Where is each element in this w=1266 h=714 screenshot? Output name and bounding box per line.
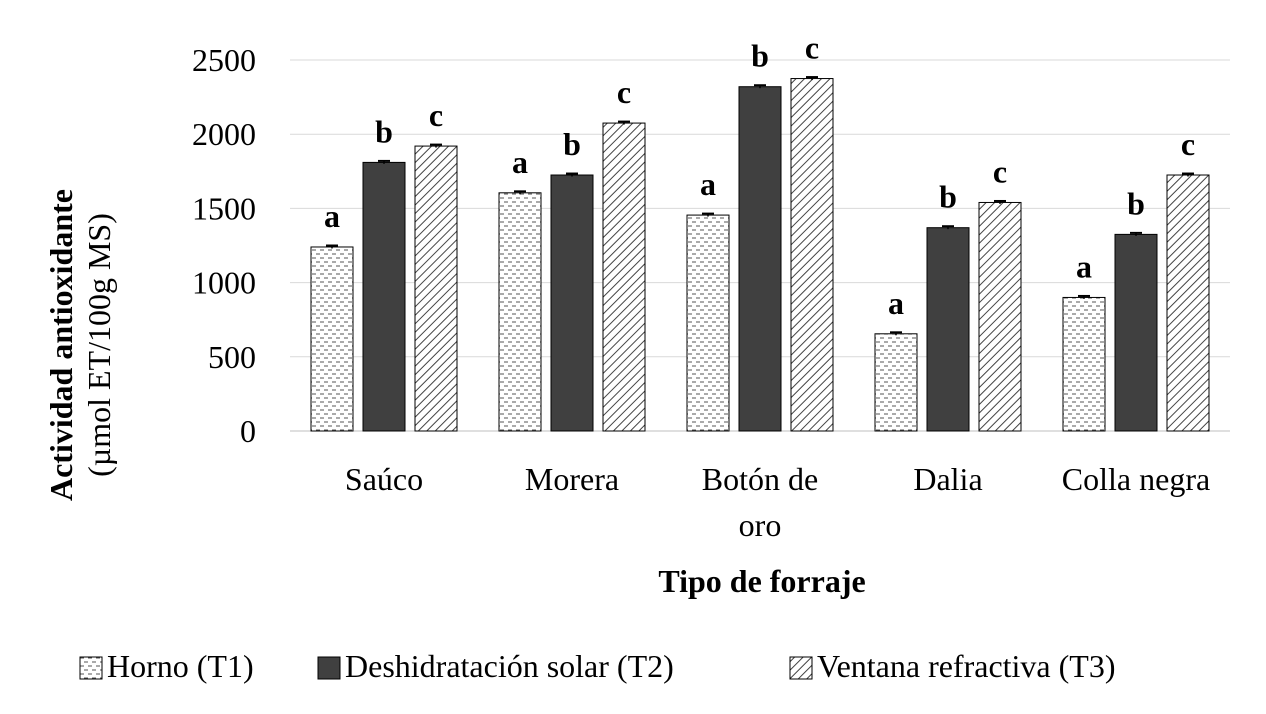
y-axis-title: Actividad antioxidante (µmol ET/100g MS) [43,189,117,501]
bar [738,86,782,432]
y-axis-title-unit: (µmol ET/100g MS) [81,213,117,477]
legend-swatch [79,656,103,680]
bar [790,78,834,432]
x-category-label: Botón de [702,461,818,497]
significance-letter: c [805,30,819,66]
x-category-label: oro [739,507,782,543]
significance-letter: a [1076,248,1092,284]
significance-letter: a [512,144,528,180]
x-axis-title: Tipo de forraje [658,563,865,599]
y-tick-label: 1500 [192,190,256,226]
y-tick-label: 2000 [192,116,256,152]
significance-letter: a [700,166,716,202]
bar [1166,174,1210,432]
bar [686,214,730,432]
bar [874,333,918,432]
bar [978,201,1022,432]
bar [926,227,970,432]
bar [414,145,458,432]
bar [498,192,542,432]
y-tick-label: 2500 [192,42,256,78]
bar [1114,233,1158,432]
legend-label: Ventana refractiva (T3) [817,648,1115,684]
bar [602,122,646,432]
y-axis-title-main: Actividad antioxidante [43,189,79,501]
legend: Horno (T1) Deshidratación solar (T2) Venta… [79,648,1115,684]
significance-letter: b [563,126,581,162]
significance-letter: a [324,198,340,234]
significance-letter: c [429,97,443,133]
significance-letter: b [751,38,769,74]
y-tick-label: 1000 [192,265,256,301]
significance-letter: c [1181,126,1195,162]
legend-swatch [317,656,341,680]
bars [310,78,1210,432]
bar [1062,296,1106,432]
y-axis-ticks: 0 500 1000 1500 2000 2500 [192,42,256,449]
bar [362,161,406,432]
x-category-label: Dalia [913,461,982,497]
legend-swatch [789,656,813,680]
y-tick-label: 500 [208,339,256,375]
y-tick-label: 0 [240,413,256,449]
x-category-label: Morera [525,461,619,497]
significance-letter: a [888,285,904,321]
x-category-label: Colla negra [1062,461,1210,497]
legend-label: Horno (T1) [107,648,254,684]
x-axis-categories: Saúco Morera Botón de oro Dalia Colla negra [345,461,1210,543]
x-category-label: Saúco [345,461,423,497]
error-bars [326,76,1194,336]
significance-letter: c [993,153,1007,189]
bar [310,246,354,432]
significance-letter: c [617,74,631,110]
bar [550,174,594,432]
significance-letter: b [1127,185,1145,221]
significance-letter: b [375,113,393,149]
legend-label: Deshidratación solar (T2) [345,648,674,684]
significance-letter: b [939,179,957,215]
